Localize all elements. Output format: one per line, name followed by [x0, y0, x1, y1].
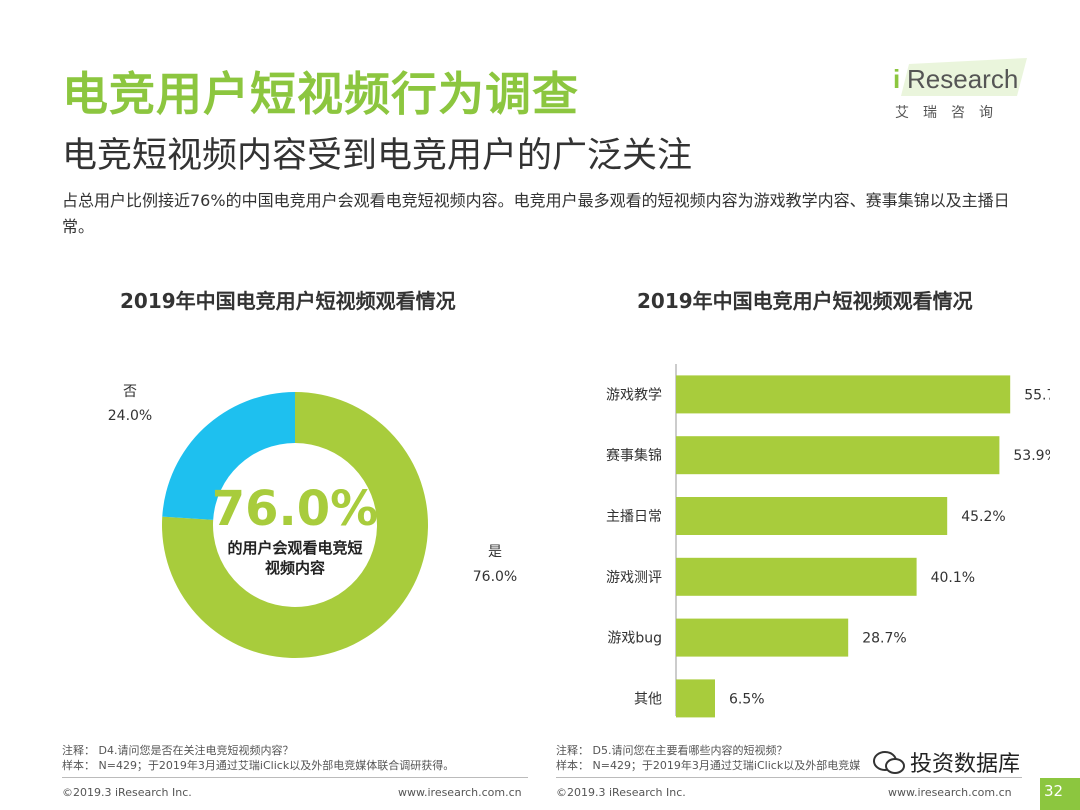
- bar-category-label: 其他: [634, 691, 662, 707]
- watermark-text: 投资数据库: [910, 752, 1021, 777]
- bar-1: [676, 436, 1000, 475]
- bar-value-label: 45.2%: [961, 509, 1005, 525]
- bar-3: [676, 557, 917, 596]
- bar-value-label: 53.9%: [1013, 448, 1050, 464]
- donut-chart-title: 2019年中国电竞用户短视频观看情况: [120, 289, 456, 313]
- footer-url-left: www.iresearch.com.cn: [398, 786, 522, 799]
- logo-swoosh-icon: [901, 58, 1027, 96]
- bar-category-label: 主播日常: [606, 509, 662, 525]
- donut-center-label-line1: 的用户会观看电竞短: [227, 539, 362, 557]
- bar-5: [676, 679, 715, 718]
- donut-chart: 76.0% 的用户会观看电竞短 视频内容 否 24.0% 是 76.0%: [108, 384, 517, 658]
- bar-category-label: 赛事集锦: [606, 447, 662, 464]
- left-note-sample: 样本： N=429；于2019年3月通过艾瑞iClick以及外部电竞媒体联合调研…: [62, 759, 455, 772]
- bar-category-label: 游戏bug: [607, 631, 662, 647]
- bar-value-label: 55.7%: [1024, 387, 1050, 403]
- donut-slice-1: [162, 392, 295, 520]
- left-note-question: 注释： D4.请问您是否在关注电竞短视频内容？: [62, 744, 294, 757]
- donut-center-value: 76.0%: [212, 481, 379, 537]
- slice-label-yes: 是: [488, 544, 502, 560]
- bar-0: [676, 375, 1011, 414]
- bar-2: [676, 497, 948, 535]
- logo-i: i: [893, 64, 901, 94]
- wechat-icon: [873, 751, 905, 774]
- bar-chart: 游戏教学 55.7% 赛事集锦 53.9% 主播日常 45.2% 游戏测评 40.1% 游戏bu…: [606, 364, 1050, 718]
- footer-url-right: www.iresearch.com.cn: [888, 786, 1012, 799]
- bar-value-label: 28.7%: [862, 631, 906, 647]
- iresearch-logo: i Research 艾瑞咨询: [893, 58, 1028, 128]
- donut-center-label-line2: 视频内容: [265, 559, 325, 577]
- right-note-question: 注释： D5.请问您在主要看哪些内容的短视频？: [556, 744, 788, 757]
- footer-copyright-left: ©2019.3 iResearch Inc.: [62, 786, 192, 799]
- page-number: 32: [1044, 782, 1064, 800]
- slice-label-no: 否: [123, 384, 137, 400]
- footer-divider-right: [556, 777, 1022, 778]
- slice-value-yes: 76.0%: [473, 569, 517, 585]
- bar-value-label: 6.5%: [729, 691, 765, 707]
- logo-research: Research: [907, 64, 1019, 94]
- page-title: 电竞用户短视频行为调查: [62, 67, 579, 121]
- page-subtitle: 电竞短视频内容受到电竞用户的广泛关注: [62, 136, 693, 176]
- logo-cn: 艾瑞咨询: [895, 105, 1007, 121]
- bar-category-label: 游戏测评: [606, 570, 662, 586]
- description-text: 占总用户比例接近76%的中国电竞用户会观看电竞短视频内容。电竞用户最多观看的短视…: [62, 191, 1010, 236]
- page-number-box: [1040, 778, 1080, 810]
- donut-slice-0: [161, 392, 429, 658]
- right-note-sample: 样本： N=429；于2019年3月通过艾瑞iClick以及外部电竞媒: [556, 759, 861, 772]
- bar-value-label: 40.1%: [931, 570, 975, 586]
- bar-4: [676, 618, 849, 657]
- bar-chart-title: 2019年中国电竞用户短视频观看情况: [637, 289, 973, 313]
- slice-value-no: 24.0%: [108, 408, 152, 424]
- bar-category-label: 游戏教学: [606, 387, 662, 403]
- footer-copyright-right: ©2019.3 iResearch Inc.: [556, 786, 686, 799]
- footer-divider-left: [62, 777, 528, 778]
